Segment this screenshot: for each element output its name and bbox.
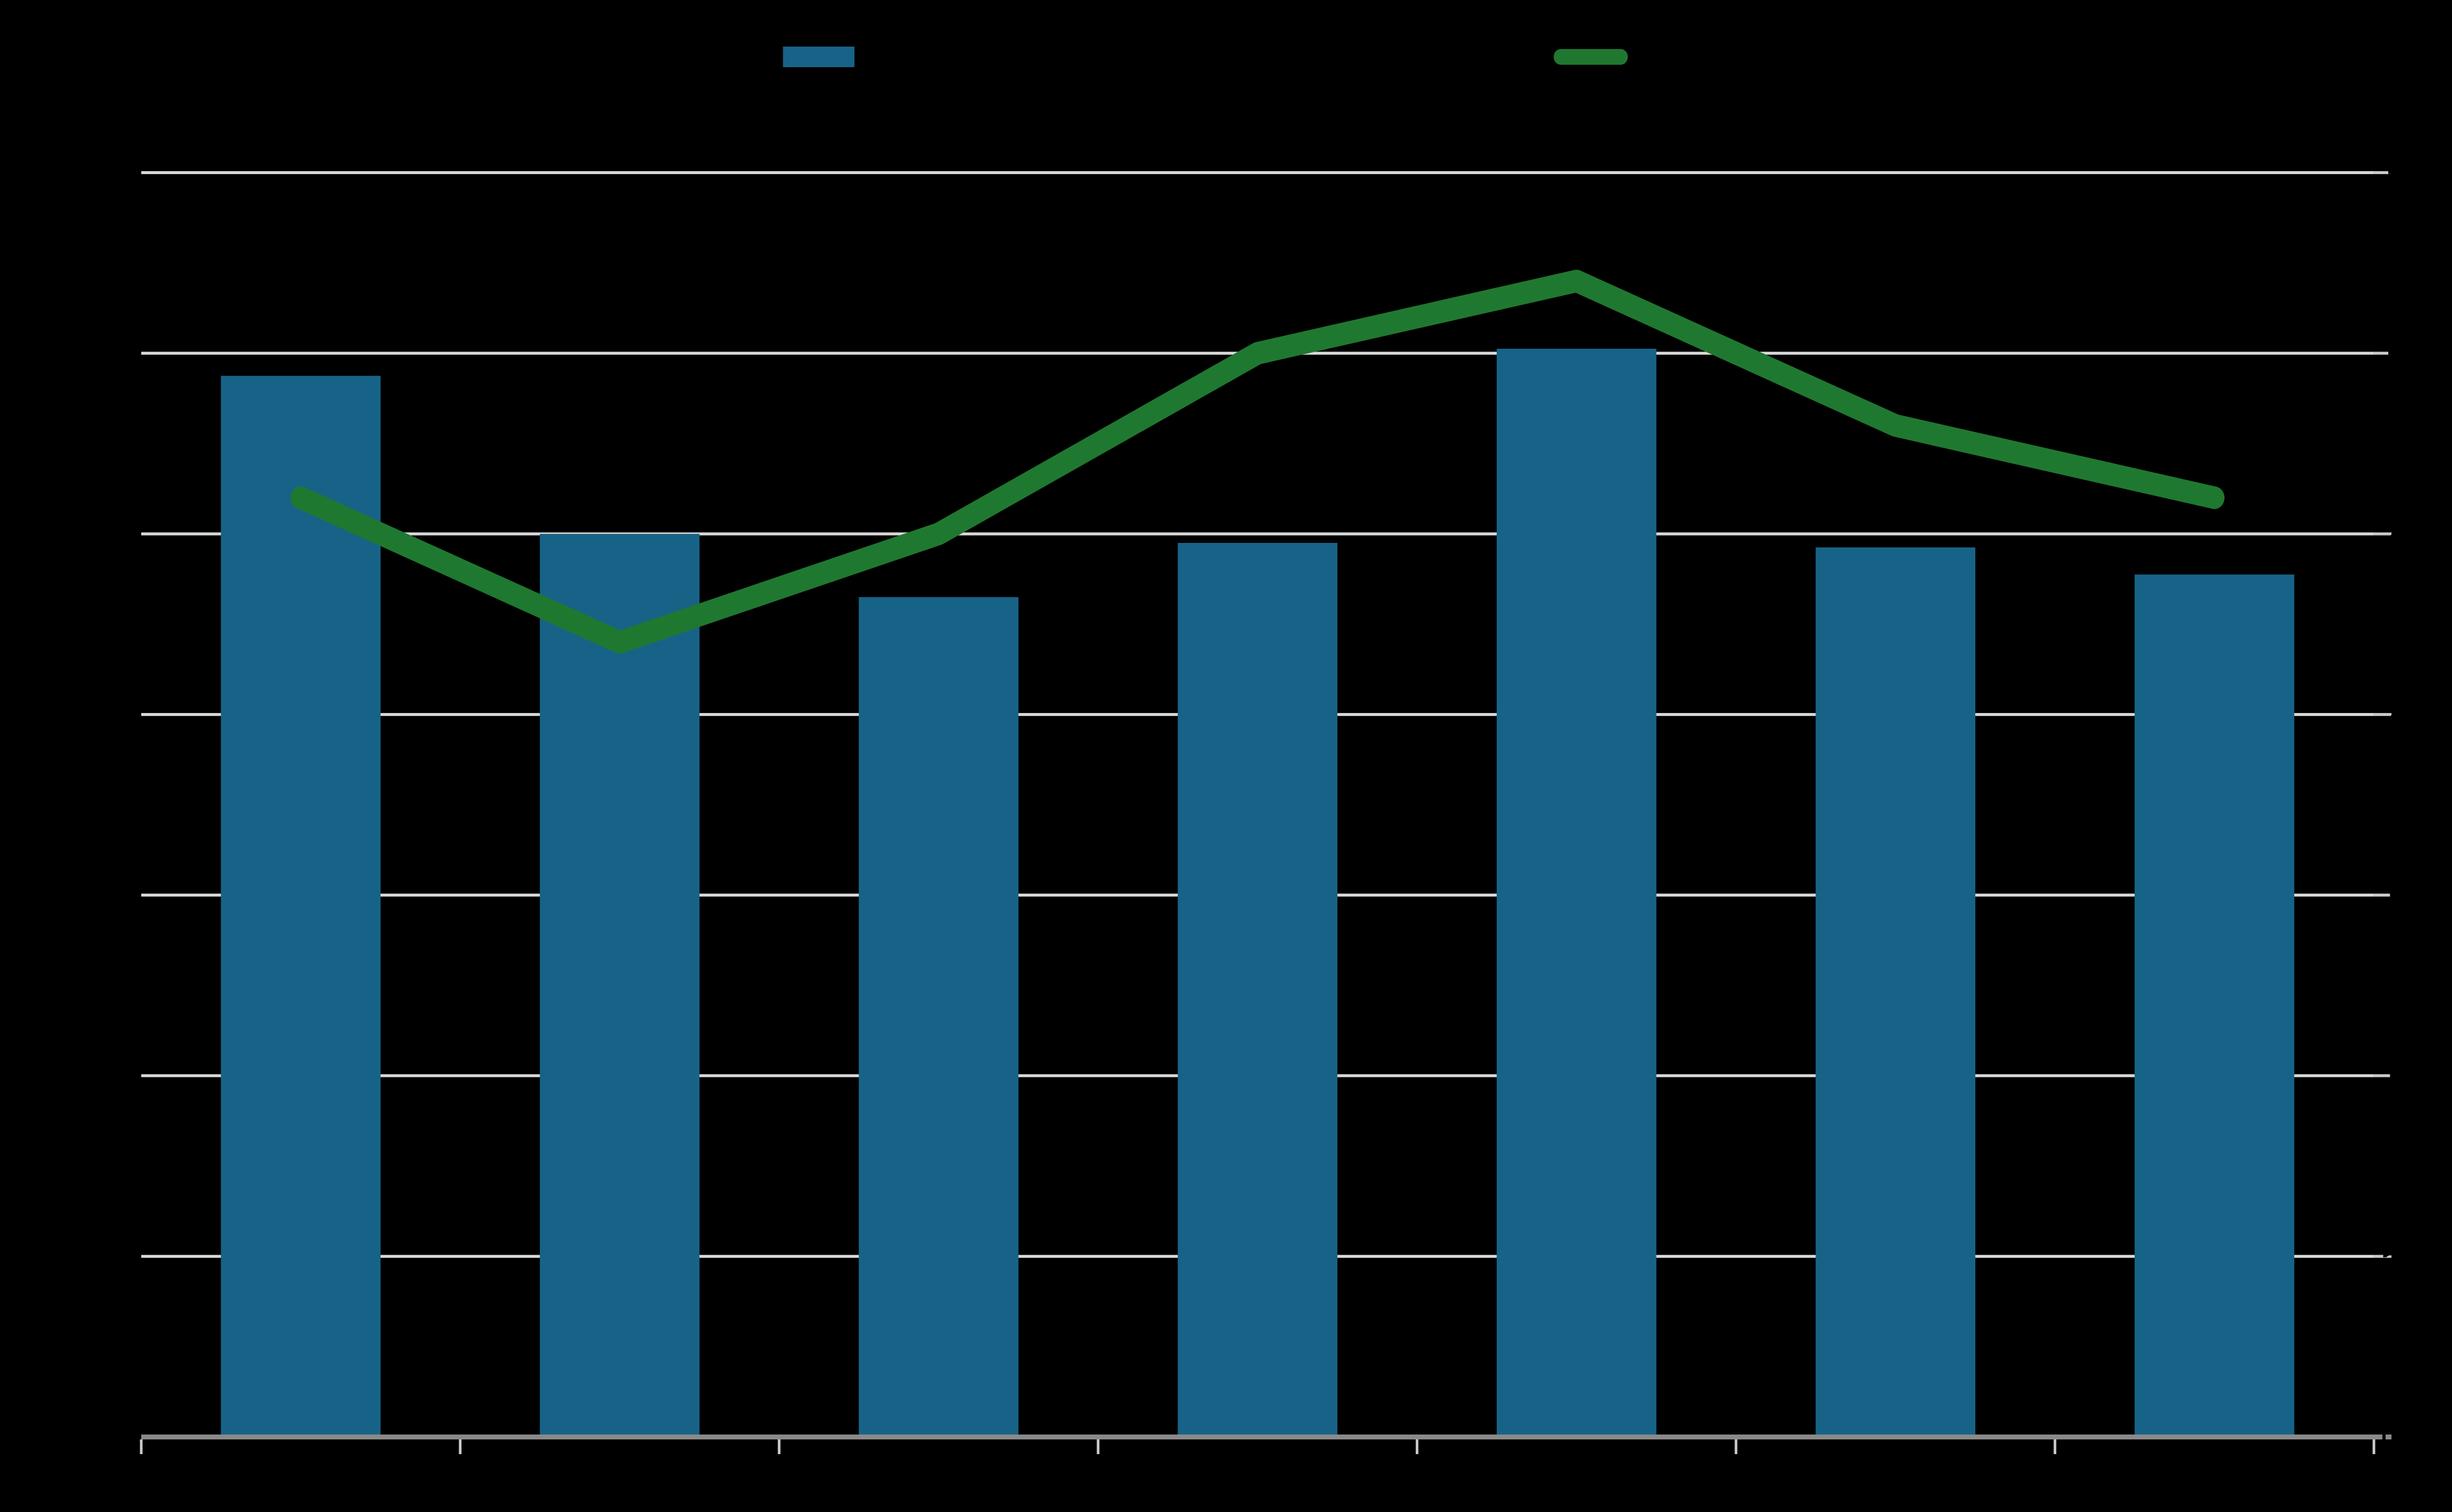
right-axis-label: 20 bbox=[2381, 692, 2421, 737]
x-axis-label: Apr 15 bbox=[1524, 1461, 1630, 1506]
bar bbox=[1815, 547, 1975, 1437]
bar-series bbox=[221, 349, 2295, 1437]
right-axis-label: 5 bbox=[2381, 1234, 2401, 1279]
x-axis-label: Dec 14 bbox=[244, 1461, 358, 1506]
right-axis-label: 15 bbox=[2381, 873, 2421, 918]
y-axis-label: 14,000 bbox=[0, 150, 110, 196]
y-axis-label: 8,000 bbox=[18, 692, 110, 738]
legend-bar-label: Total amount of purchases (US$ Mn) bbox=[885, 34, 1431, 79]
chart-title: Total amount of purchases (US$ Mn) bbox=[32, 26, 431, 154]
chart-title-line2: (US$ Mn) bbox=[154, 94, 290, 154]
right-axis-label: 35 bbox=[2381, 151, 2421, 195]
bar bbox=[221, 376, 381, 1437]
y-axis-label: 6,000 bbox=[18, 872, 110, 919]
right-axis-label: 10 bbox=[2381, 1054, 2421, 1099]
x-axis-label: Mar 15 bbox=[1201, 1461, 1313, 1506]
chart-title-line1: Total amount of purchases bbox=[32, 26, 431, 85]
legend-line-label: # SKUs purchased bbox=[1647, 34, 1899, 79]
legend-bar-swatch bbox=[783, 47, 855, 67]
y-axis-label: 10,000 bbox=[0, 512, 110, 558]
bar bbox=[1177, 542, 1338, 1437]
y-axis-label: 0 bbox=[90, 1414, 111, 1461]
y-axis-label: 2,000 bbox=[18, 1234, 110, 1280]
y-axis-label: 12,000 bbox=[0, 331, 110, 377]
right-axis-title: # SKUs purchased bbox=[2174, 12, 2439, 57]
bar bbox=[539, 534, 700, 1437]
line-series bbox=[290, 269, 2225, 654]
x-axis-label: Feb 15 bbox=[883, 1461, 995, 1506]
bar bbox=[2134, 574, 2295, 1437]
axis-labels: 0 2,000 4,000 6,000 8,000 10,000 12,000 14,000 0… bbox=[0, 150, 2421, 1506]
legend: Total amount of purchases (US$ Mn) # SKU… bbox=[783, 34, 1899, 79]
purchases-line bbox=[290, 269, 2225, 654]
bar bbox=[859, 597, 1019, 1437]
right-axis-label: 0 bbox=[2381, 1415, 2401, 1460]
x-axis-label: Jan 15 bbox=[566, 1461, 674, 1506]
axes bbox=[140, 171, 2392, 1454]
x-axis-label: Jun 15 bbox=[2160, 1461, 2268, 1506]
right-axis-label: 30 bbox=[2381, 332, 2421, 376]
x-axis-label: May 15 bbox=[1837, 1461, 1954, 1506]
right-axis-label: 25 bbox=[2381, 512, 2421, 557]
y-axis-label: 4,000 bbox=[18, 1053, 110, 1100]
bar bbox=[1497, 349, 1657, 1437]
